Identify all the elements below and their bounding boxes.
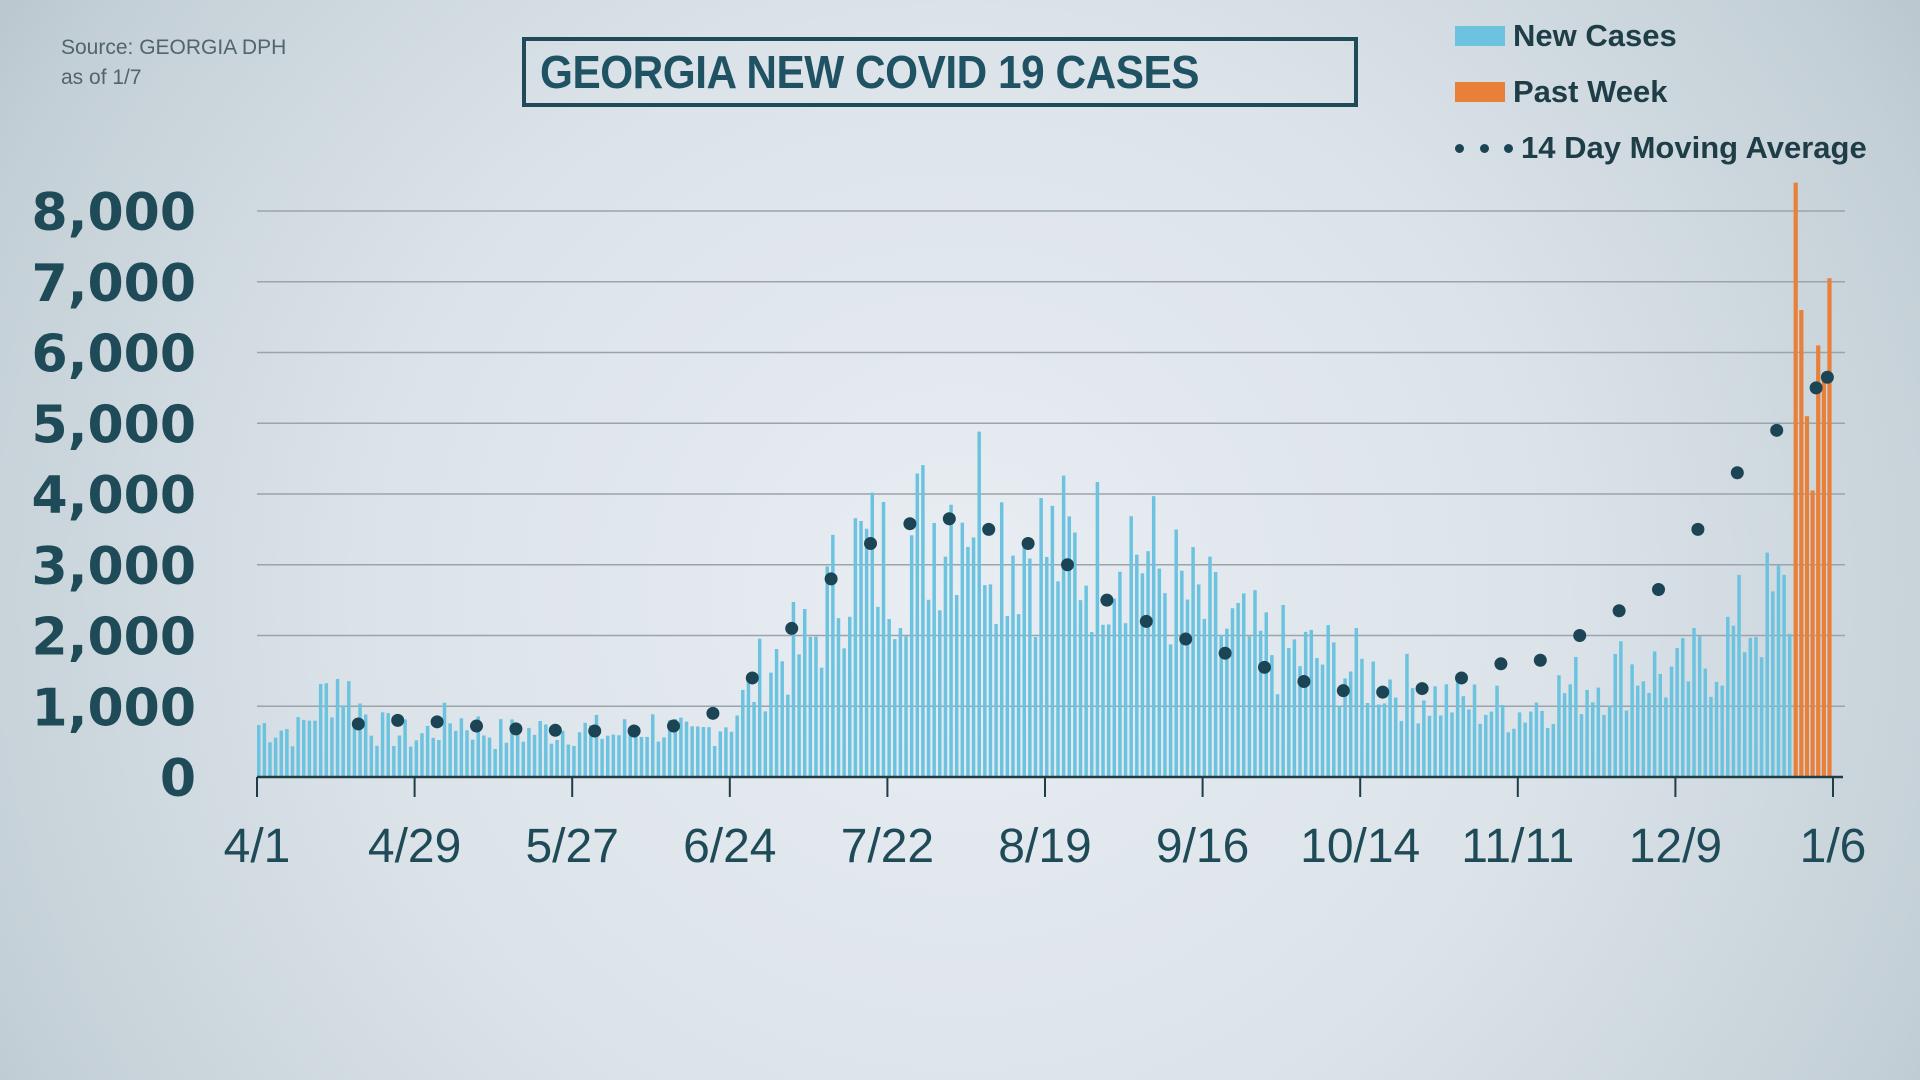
chart-title: GEORGIA NEW COVID 19 CASES xyxy=(540,46,1200,98)
x-tick-label: 6/24 xyxy=(683,820,776,873)
new-cases-swatch-icon xyxy=(1455,26,1505,46)
x-tick-label: 10/14 xyxy=(1300,820,1420,873)
bars xyxy=(257,182,1832,777)
x-tick-label: 5/27 xyxy=(525,820,618,873)
y-axis: 0 1,000 2,000 3,000 4,000 5,000 6,000 7,000 8,00… xyxy=(32,183,196,809)
chart-title-box: GEORGIA NEW COVID 19 CASES xyxy=(522,37,1358,107)
legend-item-new-cases: New Cases xyxy=(1455,8,1867,64)
legend: New Cases Past Week 14 Day Moving Averag… xyxy=(1455,8,1867,176)
x-tick-label: 1/6 xyxy=(1800,820,1867,873)
source-line: Source: GEORGIA DPH xyxy=(61,36,287,59)
moving-average-dots xyxy=(351,370,1834,738)
y-tick-label: 2,000 xyxy=(32,608,196,668)
x-tick-label: 7/22 xyxy=(841,820,934,873)
legend-item-moving-average: 14 Day Moving Average xyxy=(1455,120,1867,176)
dotted-line-icon xyxy=(1455,143,1513,153)
x-tick-label: 11/11 xyxy=(1461,820,1574,873)
source-note: Source: GEORGIA DPH as of 1/7 xyxy=(61,33,286,93)
y-tick-label: 0 xyxy=(160,749,196,809)
legend-label: New Cases xyxy=(1513,18,1677,53)
y-tick-label: 6,000 xyxy=(32,325,196,385)
x-tick-label: 8/19 xyxy=(998,820,1091,873)
past-week-swatch-icon xyxy=(1455,82,1505,102)
legend-label: Past Week xyxy=(1513,74,1668,109)
x-axis: 4/1 4/29 5/27 6/24 7/22 8/19 9/16 10/14 11/11 12/… xyxy=(224,775,1867,873)
y-tick-label: 5,000 xyxy=(32,395,196,455)
x-tick-label: 12/9 xyxy=(1629,820,1722,873)
x-tick-label: 4/29 xyxy=(368,820,461,873)
y-tick-label: 8,000 xyxy=(32,183,196,243)
y-tick-label: 4,000 xyxy=(32,466,196,526)
y-tick-label: 3,000 xyxy=(32,537,196,597)
x-tick-label: 9/16 xyxy=(1156,820,1249,873)
legend-item-past-week: Past Week xyxy=(1455,64,1867,120)
y-tick-label: 7,000 xyxy=(32,254,196,314)
legend-label: 14 Day Moving Average xyxy=(1521,130,1867,165)
y-tick-label: 1,000 xyxy=(32,678,196,738)
as-of-date: as of 1/7 xyxy=(61,66,142,89)
x-tick-label: 4/1 xyxy=(224,820,291,873)
